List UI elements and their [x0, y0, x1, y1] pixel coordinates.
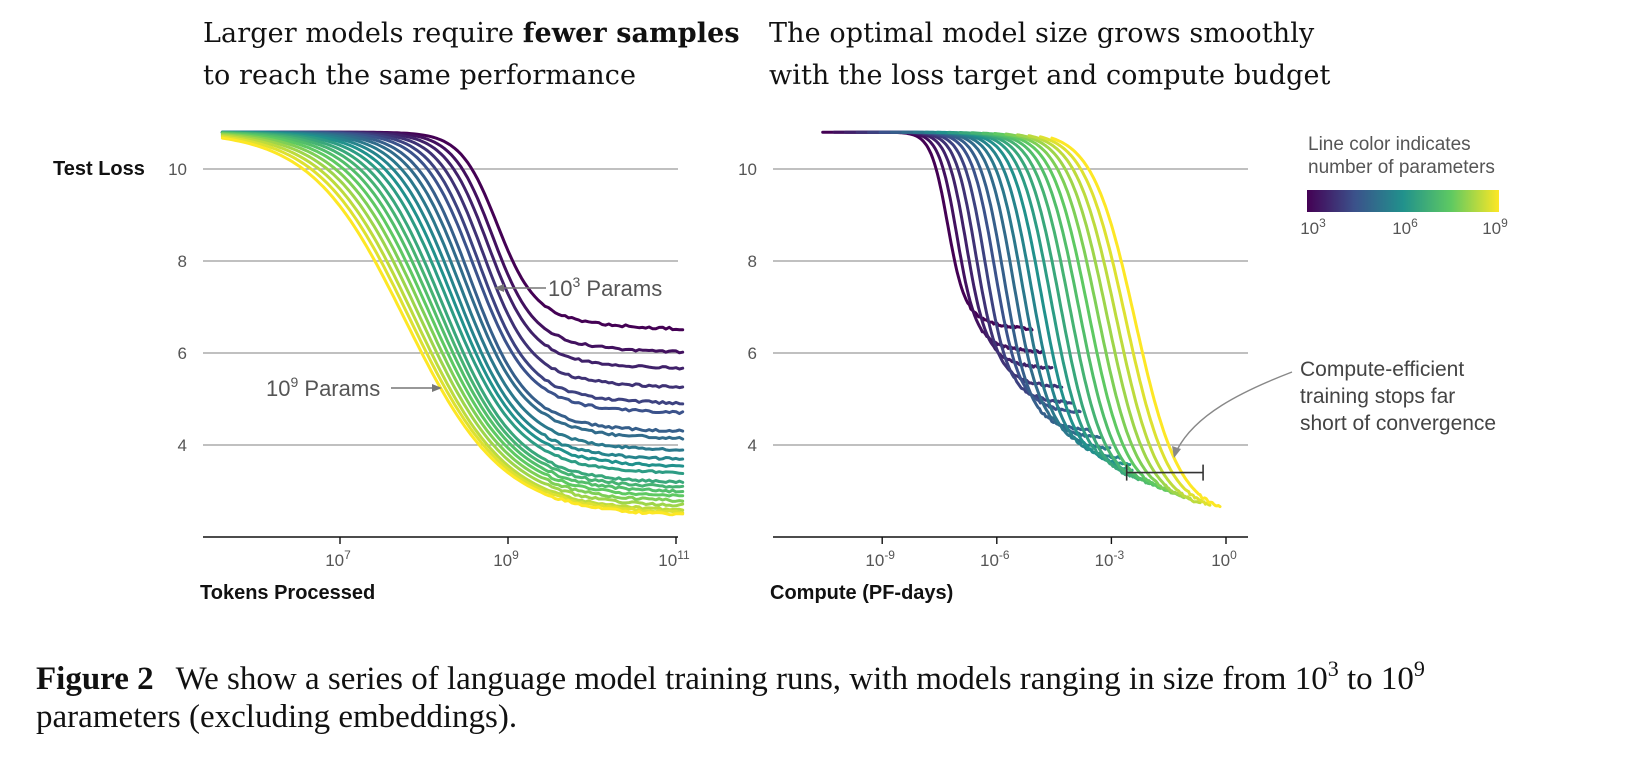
- caption-text: We show a series of language model train…: [176, 661, 1328, 697]
- y-tick-label: 6: [178, 344, 187, 363]
- y-tick-label: 4: [178, 436, 187, 455]
- curved-arrow: [1177, 372, 1292, 450]
- y-tick-label: 8: [178, 252, 187, 271]
- caption-exp2: 9: [1414, 656, 1425, 681]
- note-line: training stops far: [1300, 385, 1455, 408]
- figure-caption: Figure 2 We show a series of language mod…: [36, 660, 1626, 736]
- note-line: Compute-efficient: [1300, 358, 1464, 381]
- label-large-model: 109 Params: [266, 374, 380, 401]
- y-tick-label: 8: [748, 252, 757, 271]
- y-tick-label: 10: [168, 160, 187, 179]
- right-chart: 10 8 6 4 10-9 10-6 10-3 100 Compute (PF-days): [738, 132, 1248, 604]
- colorbar: [1307, 190, 1499, 212]
- caption-text-line2: parameters (excluding embeddings).: [36, 699, 517, 735]
- x-axis-title: Compute (PF-days): [770, 582, 953, 604]
- caption-label: Figure 2: [36, 661, 154, 697]
- caption-exp1: 3: [1328, 656, 1339, 681]
- series-line-7.8e: [1006, 134, 1180, 496]
- y-axis-title: Test Loss: [53, 158, 145, 180]
- legend-title-line2: number of parameters: [1308, 157, 1495, 178]
- annotations: 103 Params 109 Params Compute-efficient tra…: [266, 274, 1496, 458]
- x-tick-label: 109: [493, 548, 519, 570]
- colorbar-tick-label: 103: [1300, 216, 1326, 238]
- color-legend: Line color indicatesnumber of parameters…: [1300, 134, 1508, 238]
- x-tick-label: 10-3: [1095, 548, 1125, 570]
- x-tick-label: 107: [325, 548, 351, 570]
- x-tick-label: 10-6: [980, 548, 1010, 570]
- colorbar-tick-label: 109: [1482, 216, 1508, 238]
- series-line-8.1e: [222, 135, 682, 506]
- label-small-model: 103 Params: [548, 274, 662, 301]
- left-chart: 10 8 6 4 107 109 1011 Tokens Processed Test Loss: [53, 132, 690, 604]
- x-axis-title: Tokens Processed: [200, 582, 375, 604]
- x-tick-label: 1011: [658, 548, 690, 570]
- x-tick-label: 10-9: [865, 548, 895, 570]
- y-tick-label: 4: [748, 436, 757, 455]
- series-line-6.6e: [222, 133, 682, 483]
- y-tick-label: 6: [748, 344, 757, 363]
- series-line-3.6e: [846, 132, 1052, 368]
- note-line: short of convergence: [1300, 412, 1496, 435]
- y-tick-label: 10: [738, 160, 757, 179]
- colorbar-tick-label: 106: [1392, 216, 1418, 238]
- legend-title-line1: Line color indicates: [1308, 134, 1471, 155]
- figure-canvas: 10 8 6 4 107 109 1011 Tokens Processed Test Loss…: [0, 0, 1638, 640]
- caption-text-mid: to 10: [1339, 661, 1414, 697]
- series-line-3.9e: [857, 132, 1062, 387]
- x-tick-label: 100: [1211, 548, 1237, 570]
